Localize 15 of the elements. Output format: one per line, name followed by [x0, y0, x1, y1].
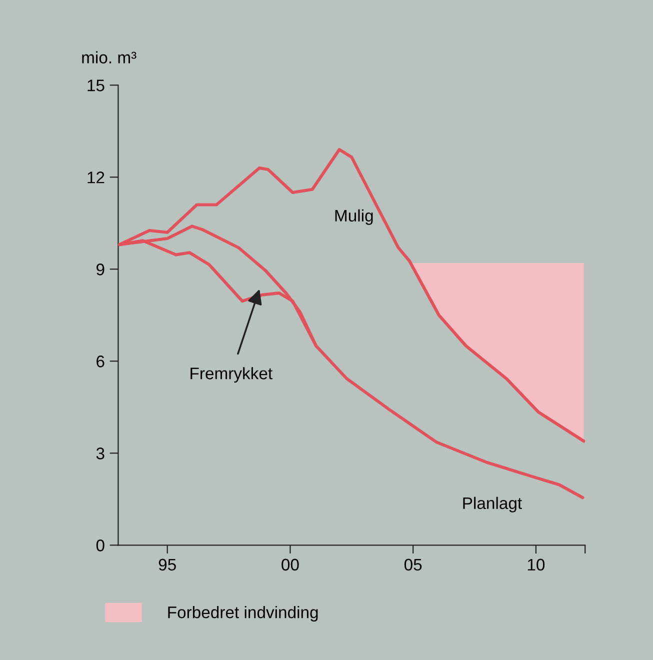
x-tick-label: 10: [528, 558, 545, 571]
legend-label: Forbedret indvinding: [168, 606, 318, 622]
y-axis-title: mio. m³: [82, 51, 136, 64]
x-tick-label: 05: [404, 558, 422, 571]
x-tick-label: 00: [282, 558, 299, 571]
y-tick-label: 6: [96, 356, 104, 368]
text: Fremrykket: [190, 367, 272, 383]
series-label: Mulig: [335, 209, 373, 225]
y-tick-label: 9: [96, 264, 104, 276]
x-tick-label: 95: [158, 558, 176, 571]
series-label: Planlagt: [463, 496, 522, 512]
y-tick-label: 3: [96, 448, 104, 460]
y-tick-label: 12: [88, 172, 104, 184]
y-tick-label: 0: [96, 540, 104, 552]
y-tick-label: 15: [88, 80, 104, 92]
